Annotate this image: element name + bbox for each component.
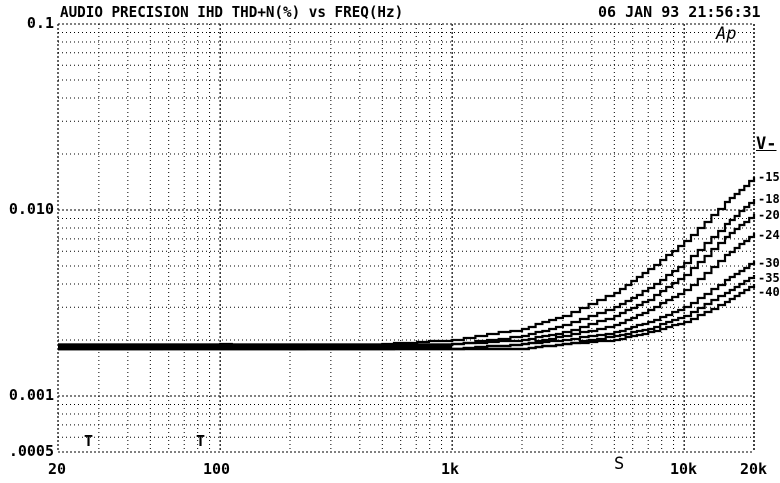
- chart-title: AUDIO PRECISION IHD THD+N(%) vs FREQ(Hz): [60, 3, 404, 21]
- x-tick-label: 20: [48, 460, 67, 478]
- y-tick-label: 0.001: [8, 386, 54, 404]
- series-line-neg35: [58, 275, 756, 351]
- legend-item: -15: [758, 170, 780, 184]
- t-marker: T: [84, 432, 94, 450]
- x-tick-label: 20k: [740, 460, 768, 478]
- ap-logo: Ap: [716, 24, 737, 44]
- timestamp: 06 JAN 93 21:56:31: [598, 3, 761, 21]
- legend-item: -24: [758, 228, 780, 242]
- overlap-band: [58, 343, 453, 350]
- x-tick-label: 1k: [441, 460, 460, 478]
- legend-item: -20: [758, 208, 780, 222]
- s-marker: S: [614, 454, 625, 474]
- series-line-neg40: [58, 284, 756, 351]
- y-tick-label: 0.010: [8, 200, 54, 218]
- y-tick-label: 0.1: [26, 14, 54, 32]
- legend-item: -30: [758, 256, 780, 270]
- series-line-neg30: [58, 261, 756, 351]
- legend-item: -18: [758, 192, 780, 206]
- x-tick-label: 10k: [670, 460, 698, 478]
- legend-title: V-: [756, 134, 777, 154]
- series-line-neg15: [58, 177, 756, 351]
- legend-item: -40: [758, 285, 780, 299]
- y-tick-label: .0005: [8, 442, 54, 460]
- series-line-neg18: [58, 199, 756, 351]
- t-marker: T: [196, 432, 206, 450]
- legend-item: -35: [758, 271, 780, 285]
- x-tick-label: 100: [203, 460, 231, 478]
